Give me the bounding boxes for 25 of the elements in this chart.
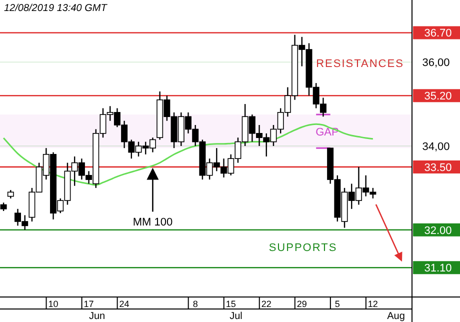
x-tick-label: 22 bbox=[261, 299, 272, 309]
annotation: 12/08/2019 13:40 GMT bbox=[4, 3, 108, 14]
annotation: SUPPORTS bbox=[268, 242, 338, 254]
annotation: RESISTANCES bbox=[316, 58, 404, 70]
band-label: GAP bbox=[316, 126, 339, 138]
ref-line-label: 32.00 bbox=[424, 224, 452, 237]
y-tick-label: 34,00 bbox=[422, 140, 450, 153]
text: MM 100 bbox=[132, 216, 173, 229]
x-tick-label: 29 bbox=[296, 299, 307, 309]
text: Aug bbox=[387, 311, 405, 322]
ref-line-label: 33.50 bbox=[424, 162, 452, 174]
ref-line-label: 31.10 bbox=[424, 262, 452, 275]
text: Jun bbox=[88, 311, 106, 322]
x-tick-label: 12 bbox=[368, 299, 378, 309]
ref-line-label: 36.70 bbox=[424, 28, 452, 40]
text: Jul bbox=[230, 311, 242, 322]
x-tick-label: 8 bbox=[192, 299, 198, 309]
x-tick-label: 24 bbox=[119, 299, 130, 309]
ref-line-label: 35.20 bbox=[424, 90, 452, 103]
line-series bbox=[2, 123, 374, 186]
x-tick-label: 15 bbox=[226, 299, 236, 309]
x-tick-label: 5 bbox=[334, 299, 340, 309]
x-tick-label: 17 bbox=[84, 299, 94, 309]
y-tick-label: 36,00 bbox=[422, 57, 450, 70]
x-tick-label: 10 bbox=[48, 299, 58, 309]
